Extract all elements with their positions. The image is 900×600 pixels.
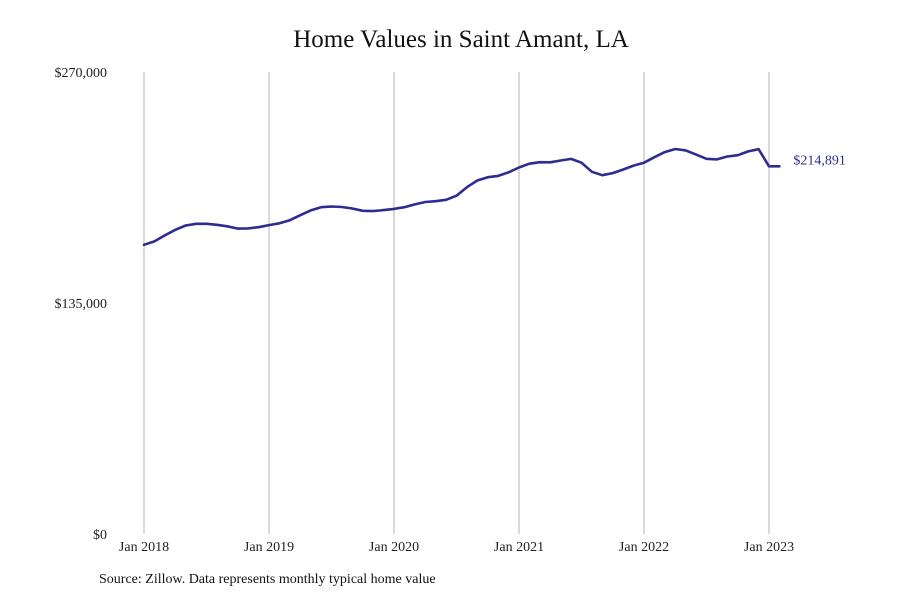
grid-layer: [143, 72, 770, 534]
y-tick-label: $0: [93, 528, 107, 543]
chart-title: Home Values in Saint Amant, LA: [293, 26, 629, 53]
series-layer: $214,891: [142, 147, 846, 247]
x-tick-label: Jan 2020: [369, 540, 419, 555]
y-axis-ticks: $0 $135,000 $270,000: [55, 66, 108, 543]
end-value-label: $214,891: [793, 153, 846, 168]
y-tick-label: $270,000: [55, 66, 108, 81]
source-note: Source: Zillow. Data represents monthly …: [99, 572, 436, 587]
x-axis-ticks: Jan 2018 Jan 2019 Jan 2020 Jan 2021 Jan 2022…: [119, 540, 794, 555]
x-tick-label: Jan 2021: [494, 540, 544, 555]
x-tick-label: Jan 2019: [244, 540, 294, 555]
x-tick-label: Jan 2023: [744, 540, 794, 555]
y-tick-label: $135,000: [55, 297, 108, 312]
series-line: [142, 147, 781, 247]
x-tick-label: Jan 2018: [119, 540, 169, 555]
x-tick-label: Jan 2022: [619, 540, 669, 555]
